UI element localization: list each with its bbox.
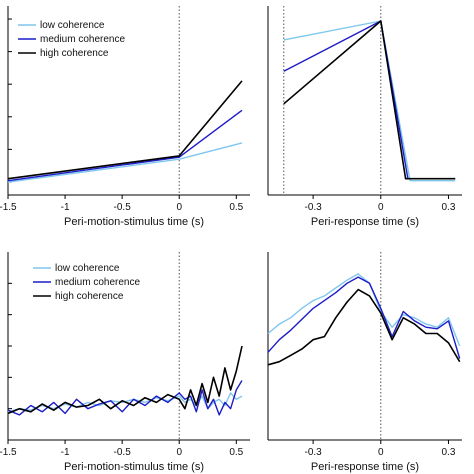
panel-top-left: -1.5 -1 -0.5 0 0.5 Peri-motion-stimulus time …: [0, 6, 250, 228]
x-tick-label: 0.5: [229, 447, 243, 458]
series-line-high: [7, 345, 243, 415]
x-tick-label: 0.3: [442, 447, 456, 458]
legend-label-high: high coherence: [40, 48, 109, 59]
x-tick-label: -1: [61, 447, 70, 458]
legend-label-low: low coherence: [55, 263, 120, 274]
series-line-low: [7, 142, 243, 183]
x-axis-label: Peri-motion-stimulus time (s): [64, 216, 204, 228]
legend-label-high: high coherence: [55, 291, 124, 302]
x-tick-label: -0.3: [304, 447, 322, 458]
x-tick-label: -0.5: [114, 202, 132, 213]
x-tick-label: 0: [176, 447, 182, 458]
series-line-medium: [283, 20, 456, 180]
series-line-high: [267, 288, 461, 366]
x-tick-label: 0: [378, 202, 384, 213]
legend-label-medium: medium coherence: [55, 277, 140, 288]
x-tick-label: 0: [378, 447, 384, 458]
x-axis-label: Peri-response time (s): [311, 216, 419, 228]
x-axis-label: Peri-motion-stimulus time (s): [64, 461, 204, 473]
x-axis-label: Peri-response time (s): [311, 461, 419, 473]
series-line-medium: [267, 276, 461, 359]
legend: low coherence medium coherence high cohere…: [33, 263, 140, 302]
series-line-medium: [7, 109, 243, 182]
legend-label-medium: medium coherence: [40, 34, 125, 45]
x-tick-label: -1.5: [0, 202, 17, 213]
series-line-low: [283, 20, 456, 182]
x-tick-label: -1: [61, 202, 70, 213]
x-tick-label: -0.5: [114, 447, 132, 458]
x-tick-label: 0.5: [229, 202, 243, 213]
series-line-medium: [7, 380, 243, 416]
panel-top-right: -0.3 0 0.3 Peri-response time (s): [267, 6, 462, 228]
series-line-low: [267, 273, 461, 347]
x-tick-label: 0: [176, 202, 182, 213]
x-tick-label: -0.3: [304, 202, 322, 213]
x-tick-label: 0.3: [442, 202, 456, 213]
legend-label-low: low coherence: [40, 20, 105, 31]
panel-bottom-left: -1.5 -1 -0.5 0 0.5 Peri-motion-stimulus time …: [0, 252, 250, 473]
legend: low coherence medium coherence high cohere…: [18, 20, 125, 59]
series-line-high: [7, 80, 243, 180]
x-tick-label: -1.5: [0, 447, 17, 458]
panel-bottom-right: -0.3 0 0.3 Peri-response time (s): [267, 252, 462, 473]
series-line-high: [283, 20, 456, 180]
